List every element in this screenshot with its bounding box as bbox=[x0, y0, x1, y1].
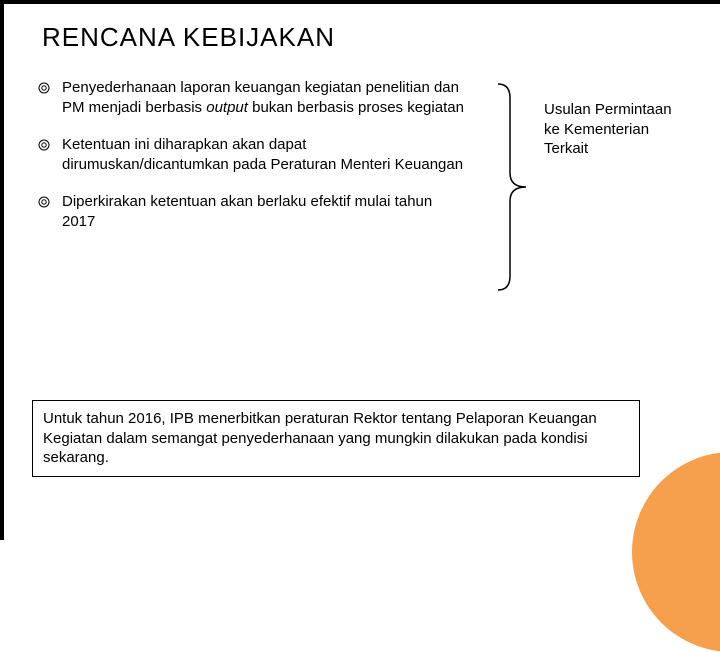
decorative-left-border bbox=[0, 0, 4, 540]
bullet-text: Diperkirakan ketentuan akan berlaku efek… bbox=[62, 192, 468, 231]
brace-output-text: Usulan Permintaan ke Kementerian Terkait bbox=[544, 100, 674, 159]
decorative-top-border bbox=[0, 0, 720, 4]
bullet-list: Penyederhanaan laporan keuangan kegiatan… bbox=[38, 78, 468, 249]
bullet-text: Penyederhanaan laporan keuangan kegiatan… bbox=[62, 78, 468, 117]
bullet-item: Diperkirakan ketentuan akan berlaku efek… bbox=[38, 192, 468, 231]
bullet-marker-icon bbox=[38, 196, 50, 208]
right-brace bbox=[492, 82, 532, 292]
footer-note-text: Untuk tahun 2016, IPB menerbitkan peratu… bbox=[43, 410, 597, 466]
bullet-item: Ketentuan ini diharapkan akan dapat diru… bbox=[38, 135, 468, 174]
emphasized-word: output bbox=[206, 99, 248, 116]
bullet-marker-icon bbox=[38, 139, 50, 151]
bullet-marker-icon bbox=[38, 82, 50, 94]
bullet-text: Ketentuan ini diharapkan akan dapat diru… bbox=[62, 135, 468, 174]
decorative-orange-circle bbox=[632, 452, 720, 652]
brace-path bbox=[498, 84, 526, 290]
footer-note-box: Untuk tahun 2016, IPB menerbitkan peratu… bbox=[32, 400, 640, 477]
bullet-item: Penyederhanaan laporan keuangan kegiatan… bbox=[38, 78, 468, 117]
slide-title: RENCANA KEBIJAKAN bbox=[42, 22, 335, 53]
